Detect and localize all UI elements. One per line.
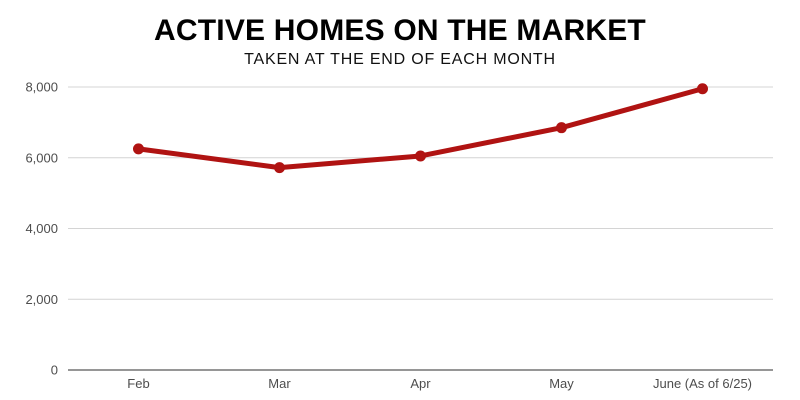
y-tick-label: 2,000 (25, 292, 58, 307)
x-tick-label: Mar (268, 376, 291, 391)
y-tick-label: 8,000 (25, 80, 58, 95)
x-tick-label: May (549, 376, 574, 391)
x-tick-label: June (As of 6/25) (653, 376, 752, 391)
data-point (133, 143, 144, 155)
y-tick-label: 6,000 (25, 150, 58, 165)
x-tick-label: Feb (127, 376, 149, 391)
y-tick-label: 4,000 (25, 221, 58, 236)
data-point (697, 83, 708, 95)
data-point (274, 162, 285, 174)
y-tick-label: 0 (51, 363, 58, 378)
data-point (556, 122, 567, 134)
data-point (415, 150, 426, 162)
x-tick-label: Apr (410, 376, 431, 391)
